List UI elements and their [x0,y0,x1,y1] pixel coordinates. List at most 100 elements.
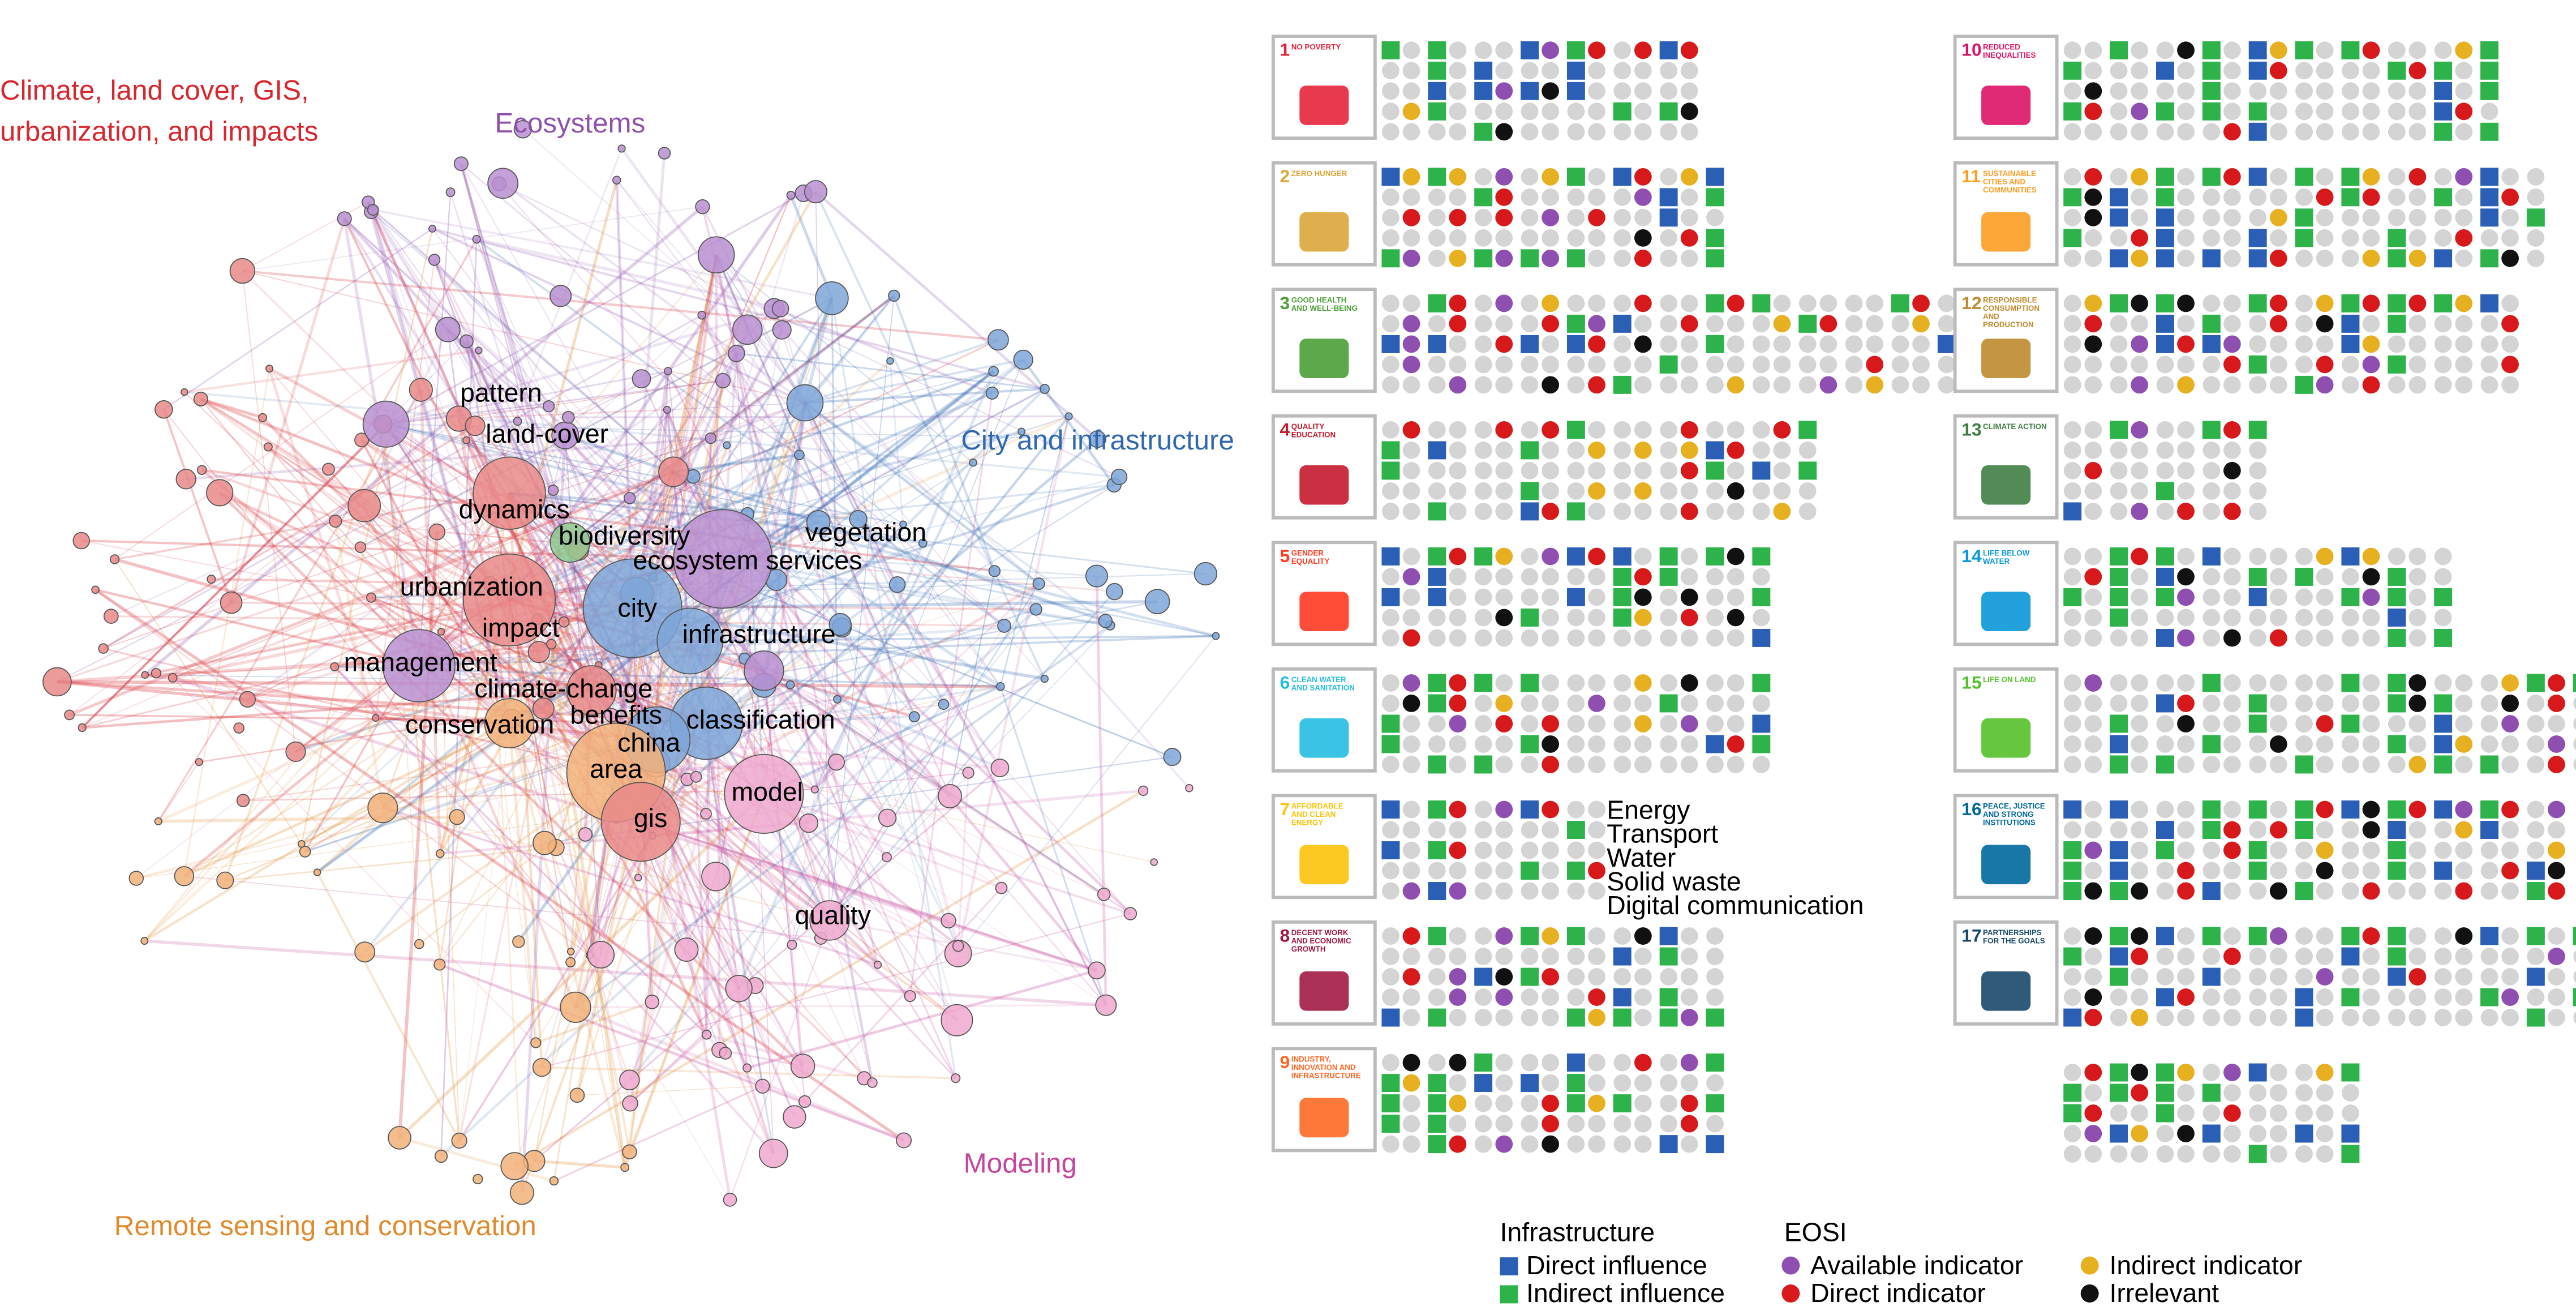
edge [432,228,806,404]
infrastructure-cell [2110,588,2128,606]
eosi-cell [1588,841,1605,859]
sdg-name: SUSTAINABLE CITIES AND COMMUNITIES [1982,169,2037,195]
edge [499,183,1131,914]
infrastructure-cell [1428,674,1446,692]
eosi-cell [2084,674,2102,692]
eosi-cell [2295,1145,2313,1163]
network-node [460,334,474,349]
eosi-cell [1521,123,1539,141]
eosi-cell [1706,629,1724,647]
eosi-cell [1449,355,1467,374]
infrastructure-cell [2480,927,2498,945]
edge [476,239,633,609]
edge [829,920,873,1083]
eosi-cell [1819,294,1837,312]
infrastructure-cell [2248,588,2267,606]
eosi-cell [2316,609,2334,627]
eosi-cell [1402,168,1420,186]
eosi-cell [2480,841,2498,859]
eosi-cell [2249,629,2267,647]
eosi-cell [1706,609,1724,627]
edge [458,723,510,1141]
network-node [772,320,792,340]
network-node [437,628,445,636]
infrastructure-cell [2388,355,2406,374]
network-node [1097,888,1111,901]
eosi-cell [2203,841,2221,859]
eosi-cell [2501,249,2519,267]
edge [738,609,1037,989]
eosi-cell [2408,841,2427,859]
network-node [790,1053,815,1079]
infrastructure-cell [1428,547,1446,566]
eosi-cell [2269,629,2287,647]
eosi-cell [1521,168,1539,186]
legend-title: EOSI [1784,1218,1847,1247]
network-node [487,168,519,199]
eosi-cell [1428,482,1446,500]
eosi-cell [2203,442,2221,459]
eosi-cell [2063,927,2081,945]
eosi-cell [1727,568,1745,586]
eosi-cell [1660,335,1678,353]
eosi-cell [2110,988,2128,1006]
infrastructure-cell [2110,547,2128,566]
eosi-cell [1542,1094,1560,1112]
eosi-cell [2316,882,2334,900]
edge [371,211,491,584]
edge [814,191,1046,679]
node-label: china [617,728,680,757]
sdg-name-box: REDUCED INEQUALITIES [1983,43,2036,59]
network-node [435,316,461,342]
infrastructure-cell [1474,249,1493,268]
eosi-cell [2131,462,2149,479]
infrastructure-cell [1706,1053,1724,1072]
edge [798,454,904,525]
eosi-cell [1588,968,1605,986]
eosi-cell [1613,188,1632,206]
eosi-cell [2295,62,2313,80]
infrastructure-cell [1428,588,1446,606]
eosi-cell [1773,355,1791,374]
eosi-cell [2177,123,2195,141]
eosi-cell [1495,629,1513,647]
sdg-name-box: PEACE, JUSTICE AND STRONG INSTITUTIONS [1983,802,2045,827]
network-node [1064,412,1073,421]
eosi-cell [1474,1009,1492,1026]
eosi-cell [1588,82,1605,100]
eosi-cell [2084,695,2102,712]
network-node [484,698,535,749]
eosi-cell [1634,482,1652,500]
edge [667,370,800,456]
eosi-cell [2527,695,2545,712]
infrastructure-cell [2295,821,2313,839]
eosi-cell [1449,609,1467,627]
eosi-cell [2295,188,2313,206]
eosi-cell [2455,882,2473,900]
network-node [569,1087,585,1103]
infrastructure-cell [2248,41,2267,59]
eosi-cell [2480,102,2498,121]
eosi-cell [2110,1009,2128,1026]
edge [344,218,549,407]
eosi-cell [2362,62,2380,80]
edge [433,259,724,560]
edge [499,183,1120,478]
infrastructure-cell [1521,82,1539,100]
network-node [462,436,471,444]
eosi-cell [2434,547,2452,566]
infrastructure-cell [2526,862,2545,880]
eosi-cell [2434,927,2452,945]
eosi-cell [1660,756,1678,773]
network-node [1085,564,1109,588]
eosi-cell [2223,547,2241,566]
eosi-cell [2203,123,2221,141]
edge [789,194,834,299]
infrastructure-cell [1706,249,1724,268]
eosi-cell [1402,609,1420,627]
eosi-cell [1680,735,1698,753]
eosi-cell [1402,1094,1420,1112]
eosi-cell [2455,123,2473,141]
sdg-name: GOOD HEALTH AND WELL-BEING [1291,295,1358,312]
eosi-cell [2269,41,2287,59]
